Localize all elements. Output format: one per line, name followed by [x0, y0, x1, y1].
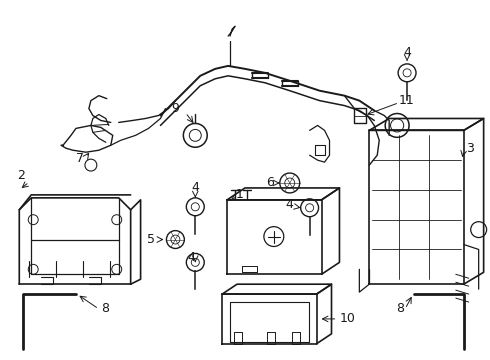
Text: 2: 2	[17, 168, 25, 181]
Text: 9: 9	[172, 102, 179, 115]
Text: 4: 4	[192, 181, 199, 194]
Text: 6: 6	[266, 176, 274, 189]
Text: 11: 11	[399, 94, 415, 107]
Text: 1: 1	[236, 188, 244, 201]
Text: 4: 4	[286, 198, 294, 211]
Text: 7: 7	[76, 152, 84, 165]
Text: 10: 10	[340, 312, 355, 325]
Text: 3: 3	[466, 142, 474, 155]
Text: 4: 4	[403, 46, 411, 59]
Text: 8: 8	[396, 302, 404, 315]
Text: 4: 4	[187, 251, 196, 264]
Text: 5: 5	[147, 233, 154, 246]
Text: 8: 8	[101, 302, 109, 315]
